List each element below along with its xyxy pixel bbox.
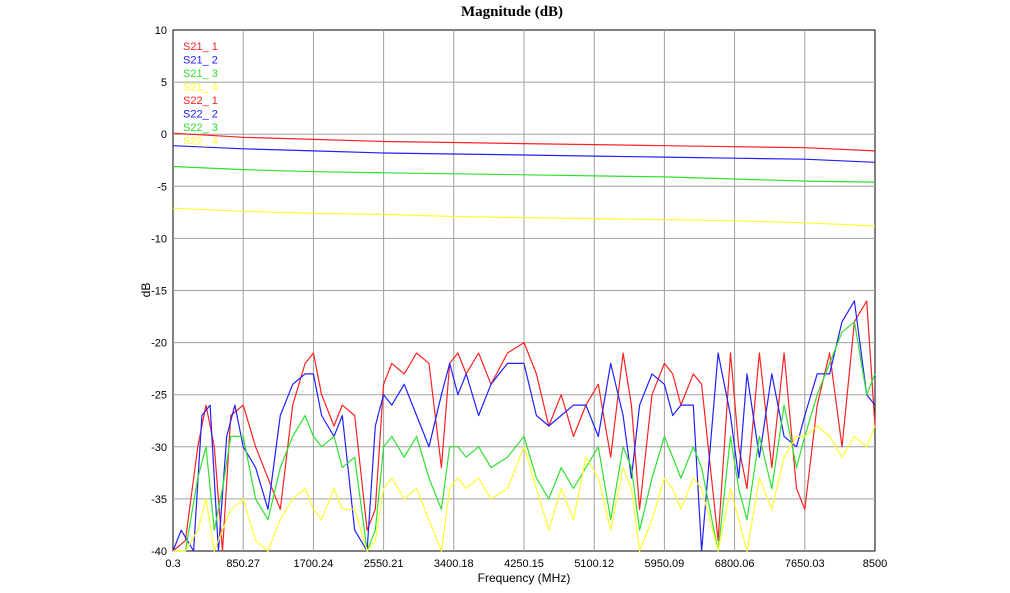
y-tick-label: 10	[155, 25, 167, 37]
series-line	[173, 425, 876, 552]
y-tick-label: 5	[161, 77, 167, 89]
x-tick-label: 850.27	[226, 558, 260, 570]
x-axis-label: Frequency (MHz)	[478, 571, 571, 585]
legend-entry: S22_ 1	[183, 95, 218, 107]
series-line	[173, 321, 876, 552]
series-line	[172, 145, 876, 163]
series-line	[172, 132, 876, 152]
series-line	[172, 207, 876, 227]
legend-entry: S21_ 3	[183, 68, 218, 80]
chart-title: Magnitude (dB)	[461, 4, 563, 20]
y-tick-label: -5	[157, 181, 167, 193]
x-tick-labels: 0.3 850.27 1700.24 2550.21 3400.18 4250.15 510…	[165, 558, 887, 570]
y-tick-label: -10	[151, 233, 167, 245]
legend-entry: S21_ 2	[183, 55, 218, 67]
x-tick-label: 4250.15	[504, 558, 544, 570]
x-tick-label: 7650.03	[785, 558, 825, 570]
y-tick-label: -25	[151, 390, 167, 402]
legend-entry: S22_ 3	[183, 122, 218, 134]
legend-entry: S21_ 1	[183, 41, 218, 53]
grid-lines	[173, 30, 875, 551]
x-tick-label: 6800.06	[715, 558, 755, 570]
series-line	[172, 300, 876, 552]
y-tick-label: -15	[151, 286, 167, 298]
x-tick-label: 8500	[863, 558, 887, 570]
legend-entry: S21_ 4	[183, 82, 218, 94]
legend-entry: S22_ 2	[183, 109, 218, 121]
y-tick-label: -35	[151, 494, 167, 506]
y-tick-label: 0	[161, 129, 167, 141]
y-tick-label: -40	[151, 546, 167, 558]
x-tick-label: 2550.21	[364, 558, 404, 570]
y-axis-label: dB	[139, 283, 153, 298]
x-tick-label: 0.3	[165, 558, 180, 570]
series-line	[172, 165, 876, 183]
x-tick-label: 1700.24	[294, 558, 334, 570]
x-tick-label: 3400.18	[434, 558, 474, 570]
legend-entry: S22_ 4	[183, 136, 218, 148]
x-tick-label: 5100.12	[574, 558, 614, 570]
series-line	[172, 300, 876, 552]
y-tick-label: -30	[151, 442, 167, 454]
series-lines	[172, 132, 876, 552]
y-tick-labels: 10 5 0 -5 -10 -15 -20 -25 -30 -35 -40	[151, 25, 167, 558]
x-tick-label: 5950.09	[645, 558, 685, 570]
y-tick-label: -20	[151, 338, 167, 350]
